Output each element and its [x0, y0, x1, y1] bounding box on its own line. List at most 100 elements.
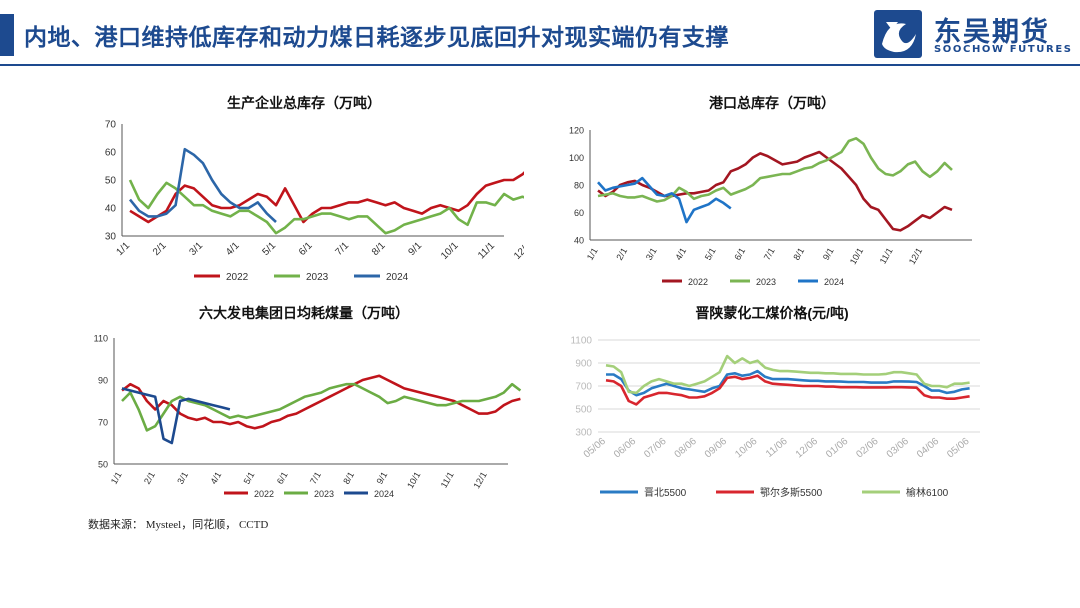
x-tick-label: 11/06: [764, 436, 790, 460]
x-tick-label: 3/1: [175, 470, 190, 486]
x-tick-label: 9/1: [374, 470, 389, 486]
series-line-2024: [121, 387, 231, 445]
x-tick-label: 5/1: [703, 246, 718, 262]
x-tick-label: 12/1: [472, 470, 489, 490]
y-tick-label: 110: [94, 334, 108, 344]
legend-label: 2023: [756, 277, 776, 287]
x-tick-label: 08/06: [673, 436, 700, 461]
y-tick-label: 60: [105, 148, 117, 159]
chart-title: 生产企业总库存（万吨）: [227, 95, 381, 111]
y-tick-label: 1100: [570, 336, 592, 347]
x-tick-label: 03/06: [885, 436, 912, 461]
x-tick-label: 9/1: [821, 246, 836, 262]
x-tick-label: 3/1: [188, 240, 206, 258]
x-tick-label: 12/1: [907, 246, 924, 266]
series-line-2022: [597, 150, 953, 232]
chart-svg: 港口总库存（万吨） 40 60 80 100 120 1/1 2/1 3/1 4/1 5/1 6/1 7…: [569, 95, 972, 287]
x-tick-label: 2/1: [614, 246, 629, 262]
x-tick-label: 1/1: [115, 240, 133, 258]
series-line-2023: [121, 382, 522, 432]
data-source-note: 数据来源： Mysteel，同花顺， CCTD: [88, 519, 269, 531]
chart-title: 六大发电集团日均耗煤量（万吨）: [199, 305, 409, 321]
x-tick-label: 4/1: [224, 240, 242, 258]
header: 内地、港口维持低库存和动力煤日耗逐步见底回升对现实端仍有支撑 东吴期货 SOOC…: [0, 0, 1080, 68]
x-tick-label: 04/06: [915, 436, 942, 461]
title-accent-bar: [0, 14, 14, 56]
x-tick-label: 2/1: [142, 470, 157, 486]
company-logo: 东吴期货 SOOCHOW FUTURES: [872, 8, 1071, 62]
x-tick-label: 4/1: [673, 246, 688, 262]
chart-power-coal-consumption: 六大发电集团日均耗煤量（万吨） 50 70 90 110 1/1 2/1 3/1 4/1 5/1 6…: [84, 300, 524, 510]
x-tick-label: 10/1: [405, 470, 422, 490]
logo-chinese-name: 东吴期货: [934, 17, 1050, 48]
logo-english-name: SOOCHOW FUTURES: [934, 44, 1073, 55]
legend-label: 2023: [314, 489, 334, 499]
x-tick-label: 12/06: [794, 436, 821, 461]
x-tick-label: 3/1: [644, 246, 659, 262]
legend-label: 2023: [306, 272, 329, 283]
x-tick-label: 11/1: [476, 240, 497, 261]
y-tick-label: 700: [575, 382, 592, 393]
y-tick-label: 30: [105, 232, 117, 243]
x-tick-label: 05/06: [945, 436, 972, 461]
x-tick-label: 6/1: [297, 240, 315, 258]
legend-label: 晋北5500: [644, 487, 687, 499]
x-tick-label: 10/1: [439, 240, 461, 262]
y-tick-label: 50: [98, 460, 108, 470]
series-line-2023: [597, 136, 953, 203]
series-line-鄂尔多斯5500: [605, 374, 970, 406]
legend-label: 榆林6100: [906, 486, 949, 499]
x-tick-label: 02/06: [854, 436, 881, 461]
x-tick-label: 8/1: [341, 470, 356, 486]
y-tick-label: 70: [105, 120, 117, 131]
x-tick-label: 01/06: [824, 436, 851, 461]
series-line-2024: [128, 147, 277, 223]
x-tick-label: 5/1: [261, 240, 279, 258]
x-tick-label: 7/1: [308, 470, 323, 486]
y-tick-label: 60: [574, 208, 584, 218]
x-tick-label: 6/1: [732, 246, 747, 262]
chart-svg: 生产企业总库存（万吨） 30 40 50 60 70 1/1 2/1 3/1 4/1 5/1 6/1 7…: [105, 95, 569, 283]
y-tick-label: 50: [105, 176, 117, 187]
chart-title: 晋陕蒙化工煤价格(元/吨): [695, 305, 848, 321]
x-tick-label: 2/1: [151, 240, 169, 258]
series-line-晋北5500: [606, 369, 970, 397]
y-tick-label: 90: [98, 376, 108, 386]
y-tick-label: 120: [569, 126, 584, 136]
page-title: 内地、港口维持低库存和动力煤日耗逐步见底回升对现实端仍有支撑: [24, 25, 729, 51]
legend-label: 2024: [824, 277, 844, 287]
legend-label: 鄂尔多斯5500: [760, 486, 823, 499]
x-tick-label: 12/1: [512, 240, 524, 262]
chart-title: 港口总库存（万吨）: [709, 95, 835, 111]
series-line-2022: [129, 164, 568, 224]
y-tick-label: 40: [574, 236, 584, 246]
legend-label: 2022: [254, 489, 274, 499]
x-tick-label: 10/1: [848, 246, 865, 266]
soochow-logo-icon: [874, 10, 922, 58]
y-tick-label: 100: [569, 153, 584, 163]
x-tick-label: 11/1: [878, 246, 895, 266]
chart-svg: 六大发电集团日均耗煤量（万吨） 50 70 90 110 1/1 2/1 3/1 4/1 5/1 6…: [94, 305, 522, 499]
x-tick-label: 09/06: [703, 436, 730, 461]
y-tick-label: 40: [105, 204, 117, 215]
chart-port-inventory: 港口总库存（万吨） 40 60 80 100 120 1/1 2/1 3/1 4/1 5/1 6/1 7…: [552, 90, 992, 295]
y-tick-label: 300: [575, 428, 592, 439]
x-tick-label: 1/1: [585, 246, 600, 262]
x-tick-label: 6/1: [275, 470, 290, 486]
x-tick-label: 9/1: [407, 240, 425, 258]
x-tick-label: 7/1: [762, 246, 777, 262]
y-tick-label: 500: [575, 405, 592, 416]
legend-label: 2024: [374, 489, 394, 499]
x-tick-label: 8/1: [791, 246, 806, 262]
chart-chemical-coal-price: 晋陕蒙化工煤价格(元/吨) 300 500 700 900 1100 05/06 06/06 0…: [552, 300, 992, 510]
x-tick-label: 8/1: [370, 240, 388, 258]
series-line-2024: [597, 176, 732, 224]
y-tick-label: 900: [575, 359, 592, 370]
x-tick-label: 10/06: [733, 436, 760, 461]
header-divider: [0, 64, 1080, 66]
y-tick-label: 70: [98, 418, 108, 428]
x-tick-label: 06/06: [612, 436, 639, 461]
legend-label: 2022: [226, 272, 249, 283]
x-tick-label: 5/1: [242, 470, 257, 486]
series-line-2023: [128, 179, 569, 235]
